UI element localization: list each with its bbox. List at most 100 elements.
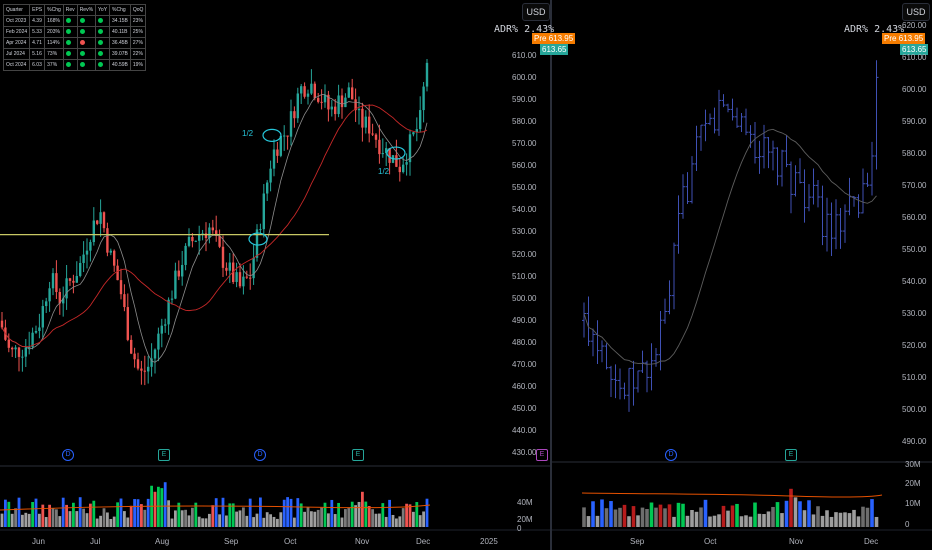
dividend-event-icon[interactable]: D [665, 449, 677, 461]
earnings-table-row: Feb 2024 5.33 203% 40.11B 25% [2, 26, 147, 38]
volume-bar [133, 499, 136, 527]
header-cell: %Chg [109, 4, 131, 16]
earnings-event-icon[interactable]: E [352, 449, 364, 461]
candle [293, 106, 296, 128]
status-dot-cell [95, 59, 111, 71]
volume-bar [72, 502, 75, 527]
price-axis-label: 510.00 [902, 373, 927, 382]
ohlc-bar [582, 302, 586, 338]
volume-bar [771, 506, 775, 527]
volume-bar [177, 502, 181, 527]
ohlc-bar [699, 124, 703, 151]
candle-body [330, 106, 333, 110]
volume-bar [415, 502, 419, 527]
price-axis-label: 590.00 [512, 95, 537, 105]
volume-bar [631, 506, 636, 527]
revenue-change-cell: 23% [129, 15, 147, 27]
price-axis-label: 470.00 [512, 359, 537, 369]
ohlc-bar [685, 172, 690, 205]
left-price-chart[interactable] [0, 0, 552, 550]
upcoming-earnings-icon[interactable]: E [536, 449, 548, 461]
candle [385, 141, 388, 167]
candle [41, 299, 44, 340]
ohlc-bar [658, 310, 663, 371]
ohlc-bar [627, 367, 631, 412]
candle [140, 360, 143, 385]
volume-bar [798, 501, 802, 527]
candle [198, 225, 201, 255]
price-axis-label: 520.00 [902, 341, 927, 350]
earnings-event-icon[interactable]: E [158, 449, 170, 461]
dividend-event-icon[interactable]: D [254, 449, 266, 461]
candle-body [184, 245, 187, 265]
volume-bar [408, 504, 412, 527]
candle [266, 180, 269, 201]
status-dot-cell [76, 26, 97, 38]
candle [405, 153, 408, 176]
candle [82, 241, 85, 273]
candle-body [11, 347, 14, 350]
status-dot-cell [95, 26, 111, 38]
status-dot-cell [76, 48, 97, 60]
price-axis-label: 600.00 [902, 85, 927, 94]
ohlc-bar [726, 103, 730, 113]
price-axis-label: 570.00 [902, 181, 927, 190]
header-cell: YoY [95, 4, 111, 16]
moving-average-short [1, 94, 428, 363]
candle [283, 125, 286, 151]
candle-body [306, 93, 310, 97]
volume-bar [225, 515, 228, 527]
candle-body [313, 83, 316, 99]
volume-bar [211, 505, 215, 527]
candle-body [266, 182, 269, 194]
candle [238, 263, 242, 289]
highlight-circle [248, 232, 268, 246]
volume-bar [259, 497, 262, 527]
candle [204, 222, 208, 252]
volume-bar [663, 508, 667, 527]
candle-body [68, 278, 72, 281]
volume-bar [717, 514, 721, 527]
candle [249, 263, 252, 290]
dividend-event-icon[interactable]: D [62, 449, 74, 461]
candle-body [174, 270, 177, 299]
candle-body [187, 236, 191, 246]
candle [211, 219, 214, 234]
currency-button-left[interactable]: USD [522, 3, 550, 21]
candle-body [249, 277, 252, 279]
candle [45, 297, 48, 313]
candle-body [109, 250, 112, 253]
candle-body [323, 94, 327, 103]
volume-bar [405, 503, 408, 527]
pre-label: Pre [534, 34, 547, 43]
revenue-cell: 40.59B [109, 59, 131, 71]
candle [354, 88, 357, 122]
candle [55, 260, 58, 299]
candle-body [242, 276, 245, 287]
candle-body [351, 87, 354, 100]
candle-body [62, 298, 65, 304]
volume-bar [248, 498, 252, 527]
ohlc-bar [870, 141, 874, 196]
volume-bar [276, 518, 279, 527]
status-dot-cell [95, 37, 111, 49]
currency-button-right[interactable]: USD [902, 3, 930, 21]
status-dot-cell [76, 37, 97, 49]
earnings-event-icon[interactable]: E [785, 449, 797, 461]
status-dot [65, 61, 71, 67]
ohlc-bar [712, 107, 717, 134]
right-price-chart[interactable] [552, 0, 932, 550]
volume-bar [744, 515, 748, 527]
volume-bar [604, 508, 609, 527]
volume-bar [320, 507, 323, 527]
volume-bar [811, 514, 816, 527]
ohlc-bar [613, 364, 618, 399]
volume-bar [843, 512, 847, 527]
revenue-cell: 34.15B [109, 15, 131, 27]
candle [276, 141, 279, 163]
candle [364, 110, 367, 134]
volume-axis-label: 40M [517, 498, 533, 507]
volume-bar [201, 518, 204, 527]
candle [232, 253, 235, 285]
